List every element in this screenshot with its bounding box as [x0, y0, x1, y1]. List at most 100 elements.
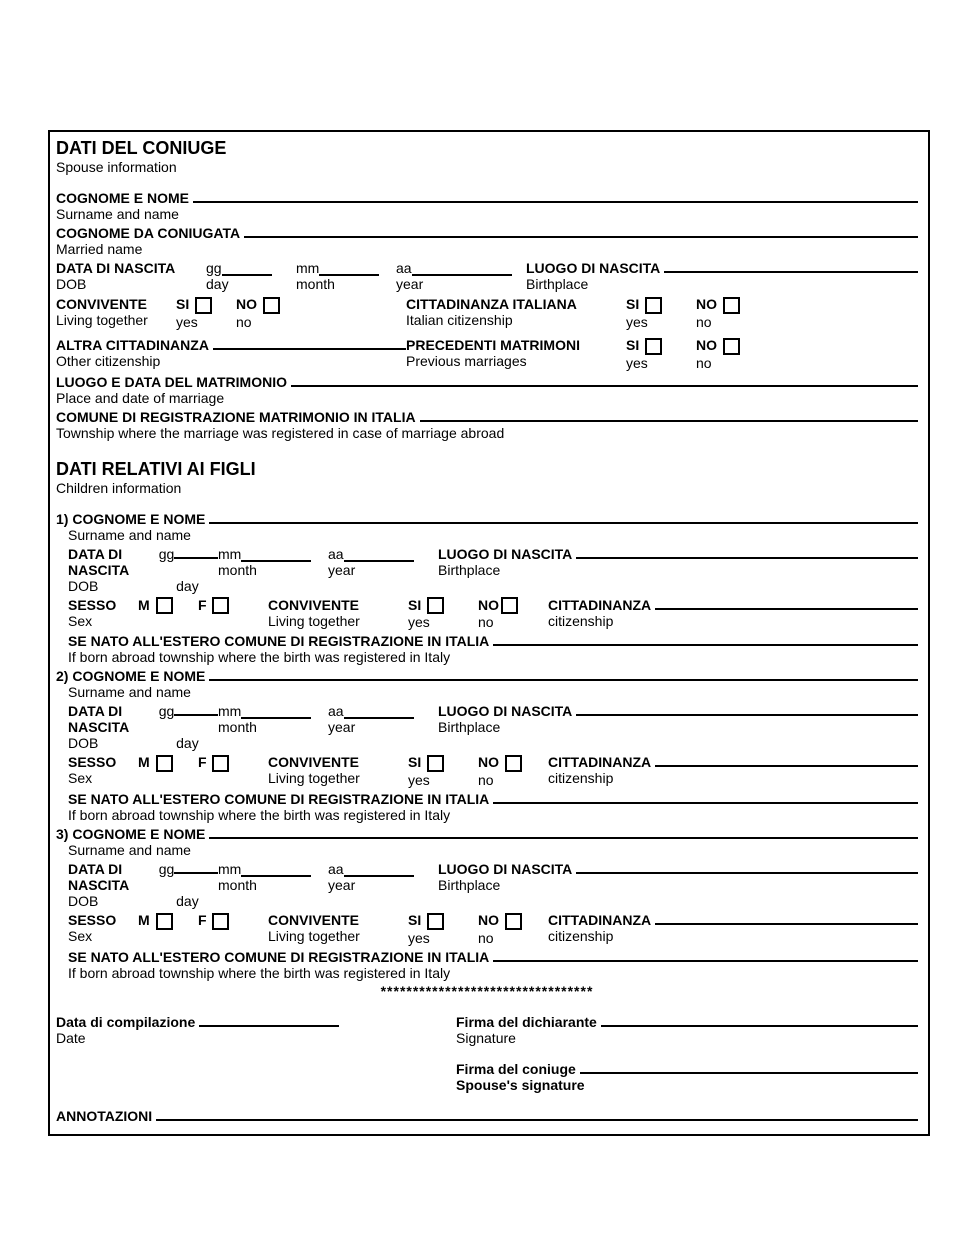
c2-abroad-sub: If born abroad township where the birth … — [56, 807, 918, 823]
c1-no: NO — [478, 597, 499, 613]
child3-name-line[interactable] — [209, 823, 918, 839]
child3-label: 3) COGNOME E NOME — [56, 826, 205, 842]
c1-day: day — [176, 578, 199, 594]
month-sub: month — [296, 276, 396, 292]
c2-no-chk[interactable] — [505, 755, 522, 772]
child2-sex-row: SESSOSex M F CONVIVENTELiving together S… — [56, 751, 918, 788]
marr-reg-row: COMUNE DI REGISTRAZIONE MATRIMONIO IN IT… — [56, 406, 918, 425]
c2-dobsub: DOB — [68, 735, 98, 751]
c1-abroad-line[interactable] — [493, 630, 918, 646]
c2-day: day — [176, 735, 199, 751]
conv-no-chk[interactable] — [263, 297, 280, 314]
c1-no-chk[interactable] — [501, 597, 518, 614]
c3-nos: no — [478, 930, 548, 946]
child1-label: 1) COGNOME E NOME — [56, 511, 205, 527]
c1-f-chk[interactable] — [212, 597, 229, 614]
child3-name-row: 3) COGNOME E NOME — [56, 823, 918, 842]
annotations-label: ANNOTAZIONI — [56, 1108, 152, 1124]
c3-gg-line[interactable] — [174, 858, 218, 874]
other-cit-line[interactable] — [213, 334, 406, 350]
c2-f-chk[interactable] — [212, 755, 229, 772]
si3: SI — [626, 337, 639, 353]
birthplace-line[interactable] — [664, 257, 918, 273]
c3-f-chk[interactable] — [212, 913, 229, 930]
c1-cit: CITTADINANZA — [548, 597, 651, 613]
c1-si-chk[interactable] — [427, 597, 444, 614]
c1-citsub: citizenship — [548, 613, 918, 629]
c3-abroad-row: SE NATO ALL'ESTERO COMUNE DI REGISTRAZIO… — [56, 946, 918, 965]
marr-place-line[interactable] — [291, 371, 918, 387]
c3-bp-line[interactable] — [576, 858, 918, 874]
c1-aa: aa — [328, 546, 344, 562]
other-cit-row: ALTRA CITTADINANZA Other citizenship PRE… — [56, 334, 918, 371]
sign-line[interactable] — [601, 1011, 918, 1027]
c1-cit-line[interactable] — [655, 594, 918, 610]
c2-si-chk[interactable] — [427, 755, 444, 772]
c2-bp-line[interactable] — [576, 700, 918, 716]
spouse-married-row: COGNOME DA CONIUGATA — [56, 222, 918, 241]
annotations-line[interactable] — [156, 1105, 918, 1121]
child2-name-sub: Surname and name — [56, 684, 918, 700]
no2s: no — [696, 314, 766, 330]
year-sub: year — [396, 276, 526, 292]
c2-no: NO — [478, 754, 499, 770]
c2-cit-line[interactable] — [655, 751, 918, 767]
spouse-sign-line[interactable] — [580, 1058, 918, 1074]
dob-day-line[interactable] — [222, 260, 272, 276]
c2-sex: Sex — [68, 770, 138, 786]
c1-mm-line[interactable] — [241, 546, 311, 562]
c3-si-chk[interactable] — [427, 913, 444, 930]
annotations-row: ANNOTAZIONI — [56, 1105, 918, 1124]
c1-bp: LUOGO DI NASCITA — [438, 546, 572, 562]
c1-aa-line[interactable] — [344, 546, 414, 562]
c1-mm: mm — [218, 546, 241, 562]
cit-it-sub: Italian citizenship — [406, 312, 626, 328]
spouse-surname-line[interactable] — [193, 187, 918, 203]
c3-year: year — [328, 877, 438, 893]
prev-si-chk[interactable] — [645, 338, 662, 355]
c3-F: F — [198, 912, 207, 928]
child1-name-line[interactable] — [209, 508, 918, 524]
convivente-row: CONVIVENTE Living together SI yes NO no … — [56, 296, 918, 330]
c2-aa-line[interactable] — [344, 703, 414, 719]
c3-abroad-line[interactable] — [493, 946, 918, 962]
form-border: DATI DEL CONIUGE Spouse information COGN… — [48, 130, 930, 1136]
c3-cit-line[interactable] — [655, 909, 918, 925]
citit-no-chk[interactable] — [723, 297, 740, 314]
c3-m-chk[interactable] — [156, 913, 173, 930]
marr-place-row: LUOGO E DATA DEL MATRIMONIO — [56, 371, 918, 390]
c2-aa: aa — [328, 703, 344, 719]
c3-no-chk[interactable] — [505, 913, 522, 930]
c3-aa-line[interactable] — [344, 861, 414, 877]
marr-place-label: LUOGO E DATA DEL MATRIMONIO — [56, 374, 287, 390]
c2-gg: gg — [159, 703, 175, 719]
child2-name-line[interactable] — [209, 665, 918, 681]
c1-bp-line[interactable] — [576, 543, 918, 559]
spouse-surname-label: COGNOME E NOME — [56, 190, 189, 206]
c3-mm-line[interactable] — [241, 861, 311, 877]
c2-abroad-line[interactable] — [493, 788, 918, 804]
spouse-married-line[interactable] — [244, 222, 918, 238]
date-line[interactable] — [199, 1011, 339, 1027]
c3-month: month — [218, 877, 328, 893]
dob-mm-line[interactable] — [319, 260, 379, 276]
c1-m-chk[interactable] — [156, 597, 173, 614]
marr-reg-sub: Township where the marriage was register… — [56, 425, 918, 441]
c2-mm-line[interactable] — [241, 703, 311, 719]
prev-no-chk[interactable] — [723, 338, 740, 355]
mm: mm — [296, 260, 319, 276]
child2-label: 2) COGNOME E NOME — [56, 668, 205, 684]
c2-citsub: citizenship — [548, 770, 918, 786]
marr-reg-line[interactable] — [420, 406, 918, 422]
c2-gg-line[interactable] — [174, 700, 218, 716]
c1-gg: gg — [159, 546, 175, 562]
c2-bpsub: Birthplace — [438, 719, 918, 735]
c2-m-chk[interactable] — [156, 755, 173, 772]
citit-si-chk[interactable] — [645, 297, 662, 314]
c2-M: M — [138, 754, 150, 770]
dob-aa-line[interactable] — [412, 260, 512, 276]
c1-gg-line[interactable] — [174, 543, 218, 559]
conv-si-chk[interactable] — [195, 297, 212, 314]
child1-sex-row: SESSOSex M F CONVIVENTELiving together S… — [56, 594, 918, 631]
c1-year: year — [328, 562, 438, 578]
